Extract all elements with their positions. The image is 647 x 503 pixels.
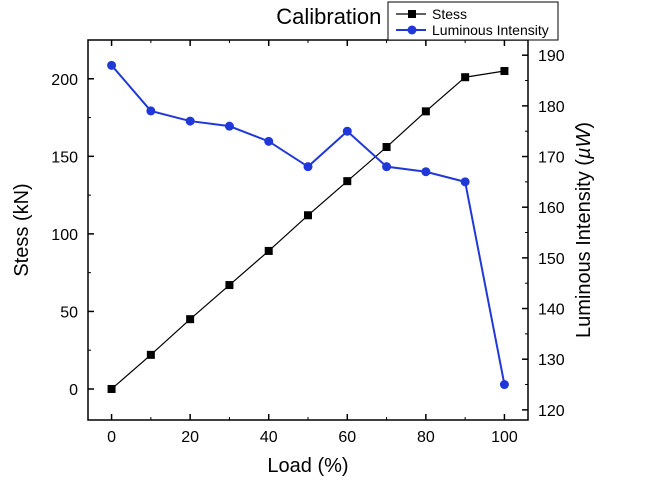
- marker-circle: [500, 381, 508, 389]
- marker-square: [462, 74, 469, 81]
- plot-border: [88, 40, 528, 420]
- marker-circle: [343, 127, 351, 135]
- y2-tick-label: 190: [538, 48, 565, 65]
- marker-circle: [186, 117, 194, 125]
- y1-tick-label: 50: [60, 304, 78, 321]
- legend-marker-circle: [408, 26, 417, 35]
- series-line-stess: [112, 71, 505, 389]
- chart-container: 0 20 40 60 80 100 0 50 100 150 200 120 130 140 150 160 1…: [0, 0, 647, 503]
- marker-square: [265, 247, 272, 254]
- y1-axis-label: Stess (kN): [11, 183, 33, 276]
- chart-svg: 0 20 40 60 80 100 0 50 100 150 200 120 130 140 150 160 1…: [0, 0, 647, 503]
- y2-tick-label: 170: [538, 150, 565, 167]
- y2-tick-label: 140: [538, 302, 565, 319]
- x-tick-label: 80: [417, 429, 435, 446]
- x-tick-label: 40: [260, 429, 278, 446]
- marker-circle: [383, 163, 391, 171]
- y2-axis-label: Luminous Intensity (µW): [573, 122, 595, 338]
- marker-square: [344, 178, 351, 185]
- legend-label-stess: Stess: [432, 6, 467, 22]
- y2-tick-label: 160: [538, 200, 565, 217]
- marker-square: [147, 351, 154, 358]
- y1-tick-label: 200: [51, 72, 78, 89]
- y1-tick-label: 100: [51, 227, 78, 244]
- x-tick-label: 60: [338, 429, 356, 446]
- legend-label-lum: Luminous Intensity: [432, 22, 549, 38]
- x-tick-label: 100: [491, 429, 518, 446]
- y2-tick-label: 130: [538, 352, 565, 369]
- marker-circle: [147, 107, 155, 115]
- marker-square: [383, 144, 390, 151]
- marker-square: [422, 108, 429, 115]
- x-axis-label: Load (%): [267, 455, 348, 477]
- x-tick-label: 0: [107, 429, 116, 446]
- legend-marker-square: [408, 10, 416, 18]
- marker-circle: [461, 178, 469, 186]
- marker-circle: [422, 168, 430, 176]
- marker-square: [226, 282, 233, 289]
- marker-square: [108, 385, 115, 392]
- y1-tick-label: 0: [69, 382, 78, 399]
- marker-square: [501, 68, 508, 75]
- marker-circle: [265, 137, 273, 145]
- marker-square: [187, 316, 194, 323]
- y2-tick-label: 150: [538, 251, 565, 268]
- x-tick-label: 20: [181, 429, 199, 446]
- marker-square: [305, 212, 312, 219]
- y2-tick-label: 120: [538, 403, 565, 420]
- y1-tick-label: 150: [51, 149, 78, 166]
- marker-circle: [108, 61, 116, 69]
- marker-circle: [304, 163, 312, 171]
- y2-tick-label: 180: [538, 99, 565, 116]
- marker-circle: [225, 122, 233, 130]
- chart-title: Calibration 1: [276, 4, 400, 29]
